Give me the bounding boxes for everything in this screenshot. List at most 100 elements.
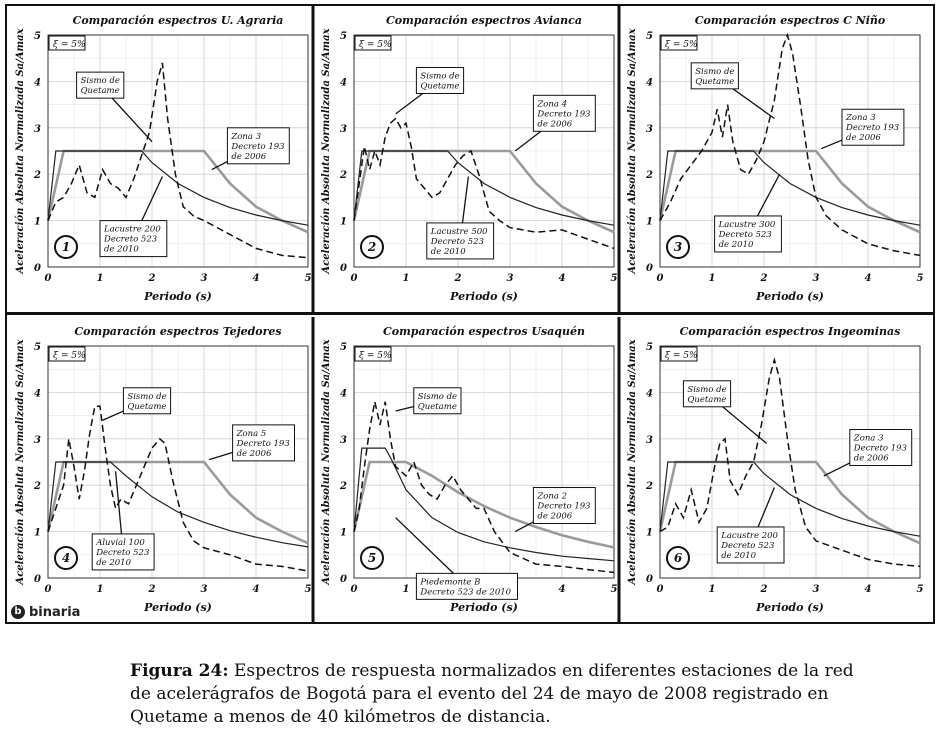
- damping-label: ξ = 5%: [354, 35, 392, 51]
- annotation-text: de 2006: [537, 119, 572, 129]
- y-tick-label: 5: [646, 342, 653, 353]
- caption-text: Espectros de respuesta normalizados en d…: [130, 661, 854, 727]
- x-axis-label: Periodo (s): [449, 601, 518, 614]
- y-tick-label: 3: [340, 435, 347, 446]
- annotation-text: Sismo de: [687, 385, 726, 395]
- series-line-solid: [659, 150, 921, 226]
- annotation-text: Decreto 523 de 2010: [419, 587, 511, 597]
- chart-title: Comparación espectros C Niño: [695, 14, 885, 27]
- annotation-text: Decreto 523: [103, 235, 157, 245]
- x-tick-label: 3: [201, 584, 208, 595]
- y-tick-label: 4: [646, 388, 653, 399]
- y-tick-label: 4: [646, 77, 653, 88]
- panel-number-circle: [666, 235, 690, 259]
- panel-number-circle: [54, 235, 78, 259]
- annotation-text: Decreto 523: [430, 237, 484, 247]
- y-tick-label: 4: [34, 77, 41, 88]
- panel-number-text: 6: [674, 551, 683, 565]
- annotation-box: [532, 487, 596, 525]
- annotation-text: Lacustre 300: [718, 220, 776, 230]
- y-tick-label: 5: [340, 342, 347, 353]
- y-tick-label: 3: [340, 124, 347, 135]
- annotation-text: Sismo de: [127, 392, 166, 402]
- y-tick-label: 2: [645, 170, 653, 181]
- chart-title: Comparación espectros Tejedores: [74, 325, 281, 338]
- x-tick-label: 5: [305, 273, 312, 284]
- damping-box: [48, 35, 86, 51]
- y-tick-label: 4: [34, 388, 41, 399]
- series-line-dashed: [47, 405, 309, 572]
- damping-box: [354, 35, 392, 51]
- chart-panel-4: Comparación espectros Tejedores 0 1 2 3 4 5 0 1 2…: [15, 325, 312, 614]
- annotation-text: Decreto 193: [236, 439, 290, 449]
- annotation-box: [690, 62, 739, 90]
- y-tick-label: 0: [646, 574, 653, 585]
- damping-text: ξ = 5%: [359, 351, 392, 361]
- y-tick-label: 0: [34, 574, 41, 585]
- series-line-solid: [353, 150, 615, 226]
- y-tick-label: 1: [34, 217, 41, 228]
- x-tick-label: 3: [813, 584, 820, 595]
- annotation-text: de 2010: [104, 245, 139, 255]
- damping-label: ξ = 5%: [354, 346, 392, 362]
- annotation-box: [714, 215, 782, 253]
- plot-frame: [47, 34, 309, 268]
- plot-frame: [659, 34, 921, 268]
- chart-title: Comparación espectros Avianca: [386, 14, 582, 27]
- chart-title: Comparación espectros Ingeominas: [680, 325, 901, 338]
- annotation-text: Decreto 193: [230, 142, 284, 152]
- annotation-text: Quetame: [418, 402, 457, 412]
- plot-frame: [353, 34, 615, 268]
- panel-number-text: 3: [674, 240, 682, 254]
- y-tick-label: 2: [645, 481, 653, 492]
- y-tick-label: 3: [646, 124, 653, 135]
- y-tick-label: 1: [340, 217, 347, 228]
- damping-text: ξ = 5%: [359, 40, 392, 50]
- y-tick-label: 3: [34, 124, 41, 135]
- panel-number: 5: [360, 546, 384, 570]
- x-tick-label: 5: [611, 273, 618, 284]
- annotation-text: de 2010: [721, 551, 756, 561]
- series-line-dashed: [659, 357, 921, 568]
- x-tick-label: 3: [201, 273, 208, 284]
- x-tick-label: 0: [657, 273, 664, 284]
- x-tick-label: 2: [148, 273, 156, 284]
- annotation-text: Quetame: [687, 395, 726, 405]
- annotation-text: Sismo de: [418, 392, 457, 402]
- annotation-text: Zona 5: [236, 429, 267, 439]
- annotation-text: Zona 4: [536, 99, 567, 109]
- annotation-text: Zona 3: [853, 434, 884, 444]
- annotation-text: Zona 3: [230, 132, 261, 142]
- annotation-text: Decreto 193: [536, 109, 590, 119]
- annotation-text: Sismo de: [81, 76, 120, 86]
- panel-number-circle: [360, 546, 384, 570]
- chart-panel-6: Comparación espectros Ingeominas 0 1 2 3 4 5 0 1…: [617, 317, 924, 623]
- panel-number: 3: [666, 235, 690, 259]
- panel-number: 1: [54, 235, 78, 259]
- brand-text: binaria: [29, 604, 81, 620]
- series-line-solid: [47, 461, 309, 548]
- annotation-box: [413, 387, 462, 415]
- chart-panel-5: Comparación espectros Usaquén01234501234…: [311, 317, 618, 623]
- chart-panel-3: Comparación espectros C Niño 0 1 2 3 4 5 0 1 2 3 4 5…: [617, 6, 924, 312]
- annotation-text: de 2010: [719, 240, 754, 250]
- annotation-text: Decreto 193: [853, 444, 907, 454]
- x-tick-label: 4: [253, 584, 260, 595]
- plot-frame: [47, 345, 309, 579]
- series-line-solid: [47, 150, 309, 226]
- damping-text: ξ = 5%: [53, 351, 86, 361]
- annotation-text: Lacustre 500: [430, 227, 488, 237]
- annotation-text: Lacustre 200: [103, 225, 161, 235]
- chart-title: Comparación espectros Usaquén: [383, 325, 585, 338]
- annotation-box: [232, 424, 296, 462]
- annotation-text: Decreto 193: [845, 123, 899, 133]
- x-tick-label: 3: [813, 273, 820, 284]
- x-tick-label: 4: [253, 273, 260, 284]
- annotation-text: Decreto 523: [95, 548, 149, 558]
